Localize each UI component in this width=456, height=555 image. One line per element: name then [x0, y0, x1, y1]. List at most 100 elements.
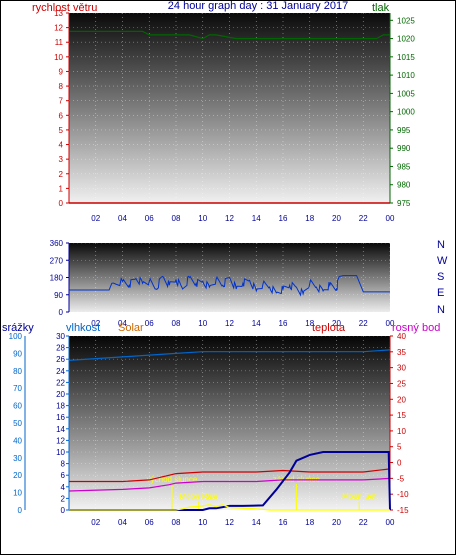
- y-tick-label: 3: [59, 155, 64, 164]
- x-tick-label: 18: [305, 518, 314, 527]
- x-tick-label: 04: [118, 518, 127, 527]
- y2-tick-label: 1005: [397, 89, 415, 98]
- x-tick-label: 20: [332, 319, 341, 328]
- dewpoint-label: rosný bod: [392, 322, 440, 334]
- plot3-background: [69, 336, 390, 510]
- x-tick-label: 20: [332, 518, 341, 527]
- y2-tick-label: 1020: [397, 35, 415, 44]
- humidity-tick-label: 28: [56, 344, 65, 353]
- x-tick-label: 06: [145, 214, 154, 223]
- graph-title: 24 hour graph day : 31 January 2017: [168, 0, 348, 12]
- plot1-grid: [69, 12, 391, 204]
- x-tick-label: 12: [225, 319, 234, 328]
- y-tick-label: 12: [54, 24, 63, 33]
- temperature-tick-label: 15: [397, 411, 406, 420]
- x-tick-label: 02: [91, 518, 100, 527]
- temperature-line: [69, 468, 391, 483]
- temperature-tick-label: -10: [397, 490, 409, 499]
- x-tick-label: 12: [225, 214, 234, 223]
- x-tick-label: 04: [118, 214, 127, 223]
- humidity-tick-label: 16: [56, 413, 65, 422]
- rain-tick-label: 30: [13, 454, 22, 463]
- solar-label: Solar: [118, 322, 144, 334]
- x-tick-label: 00: [386, 518, 395, 527]
- y-tick-label: 8: [59, 82, 64, 91]
- x-tick-label: 14: [252, 518, 261, 527]
- humidity-tick-label: 26: [56, 355, 65, 364]
- x-tick-label: 16: [279, 214, 288, 223]
- humidity-tick-label: 10: [56, 448, 65, 457]
- temperature-tick-label: -15: [397, 506, 409, 515]
- rain-tick-label: 40: [13, 436, 22, 445]
- x-tick-label: 16: [279, 518, 288, 527]
- x-tick-label: 02: [91, 319, 100, 328]
- humidity-tick-label: 14: [56, 425, 65, 434]
- y-tick-label: 270: [50, 256, 64, 265]
- temperature-tick-label: 30: [397, 364, 406, 373]
- wind-speed-label: rychlost větru: [32, 2, 97, 14]
- y-tick-label: 7: [59, 97, 64, 106]
- x-tick-label: 10: [198, 518, 207, 527]
- humidity-tick-label: 24: [56, 367, 65, 376]
- y-tick-label: 0: [59, 308, 64, 317]
- temperature-tick-label: 10: [397, 427, 406, 436]
- y2-tick-label: 995: [397, 126, 411, 135]
- direction-label: W: [437, 255, 448, 267]
- humidity-line: [68, 349, 391, 361]
- x-tick-label: 18: [305, 214, 314, 223]
- humidity-tick-label: 4: [61, 483, 66, 492]
- temperature-tick-label: 5: [397, 443, 402, 452]
- y2-tick-label: 985: [397, 162, 411, 171]
- solar-line: [69, 504, 390, 511]
- direction-label: N: [437, 239, 445, 251]
- humidity-tick-label: 6: [61, 471, 66, 480]
- direction-label: N: [437, 304, 445, 316]
- rain-tick-label: 100: [9, 332, 23, 341]
- y2-tick-label: 990: [397, 144, 411, 153]
- temperature-tick-label: 25: [397, 379, 406, 388]
- direction-label: E: [437, 287, 444, 299]
- x-tick-label: 22: [359, 214, 368, 223]
- y-tick-label: 5: [59, 126, 64, 135]
- rain-tick-label: 0: [18, 506, 23, 515]
- rain-line: [69, 451, 391, 511]
- wind-direction-line: [69, 275, 390, 297]
- y-tick-label: 1: [59, 184, 64, 193]
- x-tick-label: 14: [252, 214, 261, 223]
- temperature-label: teplota: [312, 322, 346, 334]
- rain-label: srážky: [2, 322, 34, 334]
- y-tick-label: 180: [50, 274, 64, 283]
- x-tick-label: 18: [305, 319, 314, 328]
- x-tick-label: 04: [118, 319, 127, 328]
- y-tick-label: 11: [55, 38, 64, 47]
- dewpoint-line: [68, 477, 391, 492]
- y-tick-label: 0: [59, 199, 64, 208]
- pressure-line: [69, 30, 390, 40]
- x-tick-label: 20: [332, 214, 341, 223]
- humidity-tick-label: 20: [56, 390, 65, 399]
- temperature-tick-label: 20: [397, 395, 406, 404]
- annotation-label: Moon Set: [342, 492, 377, 501]
- plot1-series: [69, 30, 390, 204]
- x-tick-label: 22: [359, 319, 368, 328]
- temperature-tick-label: 0: [397, 459, 402, 468]
- rain-tick-label: 60: [13, 402, 22, 411]
- y-tick-label: 2: [59, 170, 64, 179]
- annotation-label: východ slunce: [147, 475, 198, 484]
- pressure-label: tlak: [372, 2, 390, 14]
- plot3-ticks: 0246810121416182022242628300102030405060…: [9, 332, 409, 527]
- rain-tick-label: 90: [13, 349, 22, 358]
- y-tick-label: 13: [54, 9, 63, 18]
- x-tick-label: 06: [145, 319, 154, 328]
- humidity-tick-label: 2: [61, 494, 66, 503]
- direction-label: S: [437, 271, 444, 283]
- x-tick-label: 06: [145, 518, 154, 527]
- x-tick-label: 08: [172, 214, 181, 223]
- y2-tick-label: 1000: [397, 108, 415, 117]
- plot1-background: [69, 13, 390, 203]
- x-tick-label: 14: [252, 319, 261, 328]
- rain-tick-label: 10: [13, 489, 22, 498]
- y-tick-label: 360: [50, 239, 64, 248]
- y-tick-label: 6: [59, 111, 64, 120]
